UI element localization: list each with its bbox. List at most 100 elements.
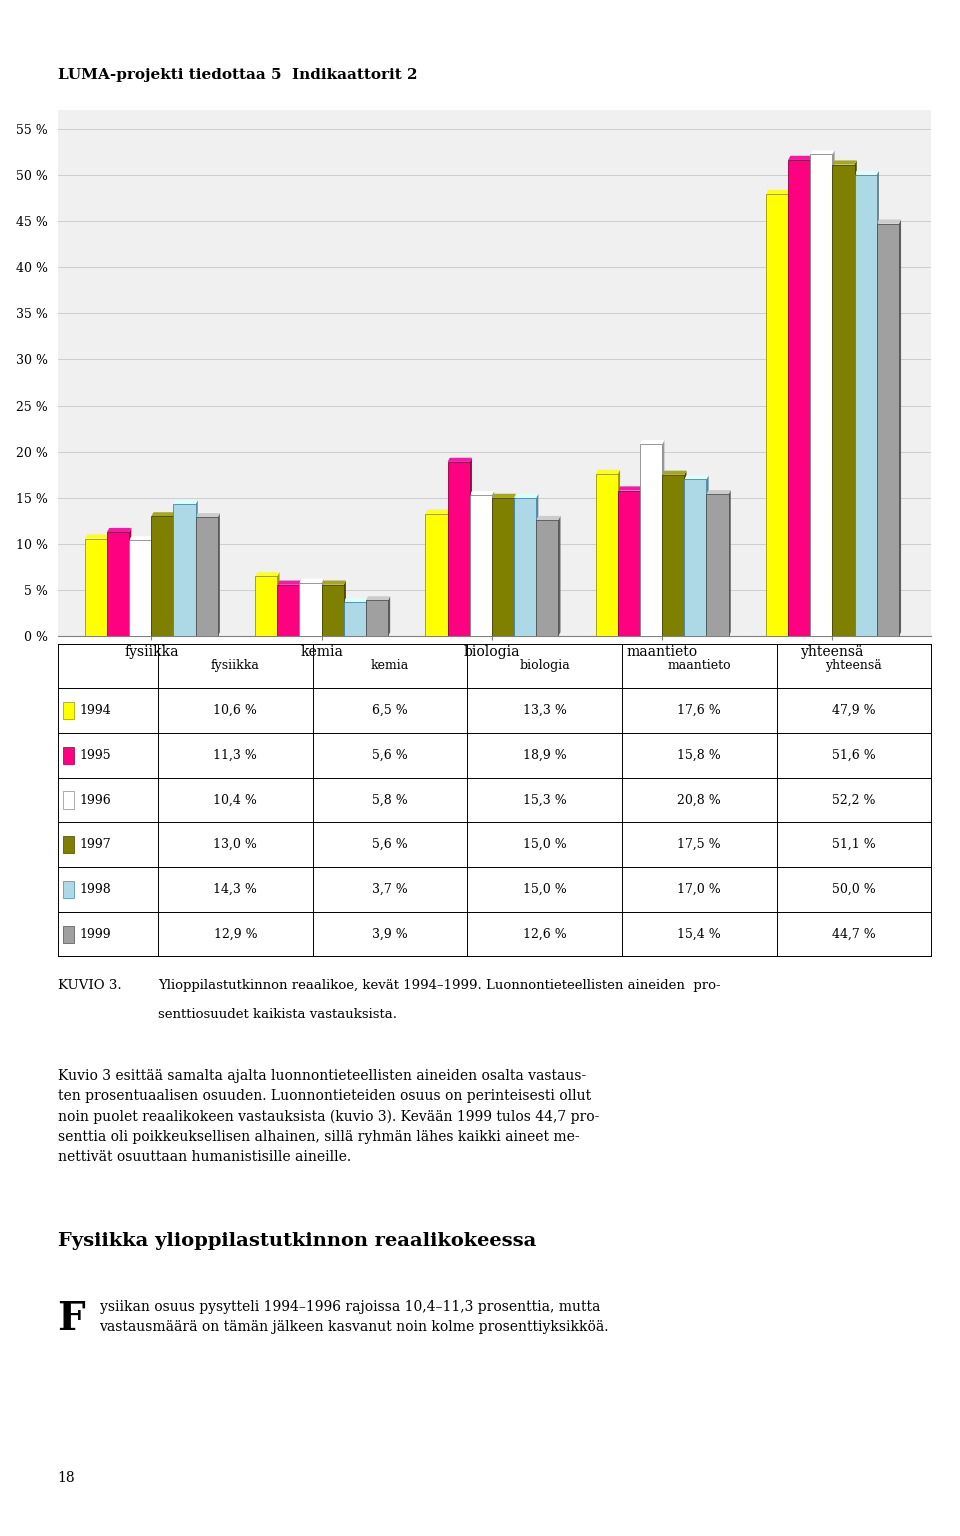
Polygon shape: [366, 596, 390, 601]
Text: 1996: 1996: [80, 794, 111, 806]
Polygon shape: [810, 151, 834, 155]
Bar: [196, 518, 218, 636]
Text: 13,3 %: 13,3 %: [522, 703, 566, 717]
Text: yhteensä: yhteensä: [826, 659, 882, 673]
Text: kemia: kemia: [371, 659, 409, 673]
Text: LUMA-projekti tiedottaa 5  Indikaattorit 2: LUMA-projekti tiedottaa 5 Indikaattorit …: [58, 68, 417, 81]
Polygon shape: [492, 493, 516, 498]
Bar: [152, 516, 174, 636]
Polygon shape: [196, 513, 220, 518]
Text: 15,4 %: 15,4 %: [678, 928, 721, 940]
Bar: [618, 490, 640, 636]
Bar: [62, 702, 74, 719]
Bar: [447, 462, 469, 636]
Text: 11,3 %: 11,3 %: [213, 748, 257, 762]
Polygon shape: [388, 596, 390, 636]
Bar: [366, 601, 388, 636]
Text: fysiikka: fysiikka: [211, 659, 260, 673]
Polygon shape: [255, 573, 279, 576]
Polygon shape: [447, 510, 450, 636]
Text: 47,9 %: 47,9 %: [832, 703, 876, 717]
Bar: [62, 791, 74, 808]
Polygon shape: [788, 190, 790, 636]
Text: 6,5 %: 6,5 %: [372, 703, 408, 717]
Text: 5,6 %: 5,6 %: [372, 839, 408, 851]
Text: 10,4 %: 10,4 %: [213, 794, 257, 806]
Text: 15,0 %: 15,0 %: [523, 839, 566, 851]
Text: 5,6 %: 5,6 %: [372, 748, 408, 762]
Polygon shape: [277, 573, 279, 636]
Text: KUVIO 3.: KUVIO 3.: [58, 980, 121, 992]
Polygon shape: [492, 492, 494, 636]
Polygon shape: [876, 170, 879, 636]
Bar: [662, 475, 684, 636]
Bar: [425, 513, 447, 636]
Text: ysiikan osuus pysytteli 1994–1996 rajoissa 10,4–11,3 prosenttia, mutta
vastausmä: ysiikan osuus pysytteli 1994–1996 rajois…: [100, 1301, 609, 1335]
Polygon shape: [662, 441, 664, 636]
Text: 20,8 %: 20,8 %: [678, 794, 721, 806]
Polygon shape: [707, 490, 731, 495]
Bar: [344, 602, 366, 636]
Bar: [255, 576, 277, 636]
Text: 44,7 %: 44,7 %: [832, 928, 876, 940]
Polygon shape: [832, 151, 834, 636]
Polygon shape: [559, 516, 561, 636]
Polygon shape: [174, 511, 176, 636]
Polygon shape: [84, 535, 109, 539]
Polygon shape: [536, 516, 561, 521]
Polygon shape: [107, 535, 109, 636]
Polygon shape: [662, 470, 686, 475]
Bar: [766, 194, 788, 636]
Text: 10,6 %: 10,6 %: [213, 703, 257, 717]
Bar: [514, 498, 536, 636]
Bar: [84, 539, 107, 636]
Text: 15,0 %: 15,0 %: [523, 883, 566, 895]
Bar: [707, 495, 729, 636]
Polygon shape: [107, 528, 132, 531]
Text: 17,6 %: 17,6 %: [678, 703, 721, 717]
Text: 18: 18: [58, 1470, 75, 1485]
Bar: [596, 475, 618, 636]
Text: 1998: 1998: [80, 883, 111, 895]
Text: 3,9 %: 3,9 %: [372, 928, 408, 940]
Polygon shape: [196, 501, 198, 636]
Bar: [62, 746, 74, 763]
Text: Kuvio 3 esittää samalta ajalta luonnontieteellisten aineiden osalta vastaus-
ten: Kuvio 3 esittää samalta ajalta luonnonti…: [58, 1069, 599, 1164]
Bar: [469, 495, 492, 636]
Text: 1999: 1999: [80, 928, 111, 940]
Polygon shape: [810, 155, 812, 636]
Polygon shape: [640, 441, 664, 444]
Bar: [130, 541, 152, 636]
Text: 17,0 %: 17,0 %: [678, 883, 721, 895]
Polygon shape: [640, 487, 642, 636]
Polygon shape: [788, 155, 812, 160]
Polygon shape: [899, 220, 901, 636]
Text: F: F: [58, 1301, 85, 1338]
Text: 17,5 %: 17,5 %: [678, 839, 721, 851]
Polygon shape: [425, 510, 450, 513]
Text: 5,8 %: 5,8 %: [372, 794, 408, 806]
Bar: [107, 531, 130, 636]
Text: 1995: 1995: [80, 748, 111, 762]
Text: 52,2 %: 52,2 %: [832, 794, 876, 806]
Polygon shape: [130, 536, 154, 541]
Text: 18,9 %: 18,9 %: [523, 748, 566, 762]
Text: Ylioppilastutkinnon reaalikoe, kevät 1994–1999. Luonnontieteellisten aineiden  p: Ylioppilastutkinnon reaalikoe, kevät 199…: [158, 980, 721, 992]
Bar: [300, 582, 322, 636]
Polygon shape: [300, 579, 324, 582]
Polygon shape: [729, 490, 731, 636]
Bar: [62, 880, 74, 899]
Polygon shape: [152, 536, 154, 636]
Text: 12,9 %: 12,9 %: [213, 928, 257, 940]
Text: biologia: biologia: [519, 659, 570, 673]
Bar: [322, 585, 344, 636]
Bar: [492, 498, 514, 636]
Polygon shape: [707, 475, 708, 636]
Bar: [640, 444, 662, 636]
Text: 3,7 %: 3,7 %: [372, 883, 408, 895]
Polygon shape: [596, 470, 620, 475]
Polygon shape: [130, 528, 132, 636]
Polygon shape: [322, 581, 346, 585]
Bar: [62, 836, 74, 854]
Text: maantieto: maantieto: [667, 659, 732, 673]
